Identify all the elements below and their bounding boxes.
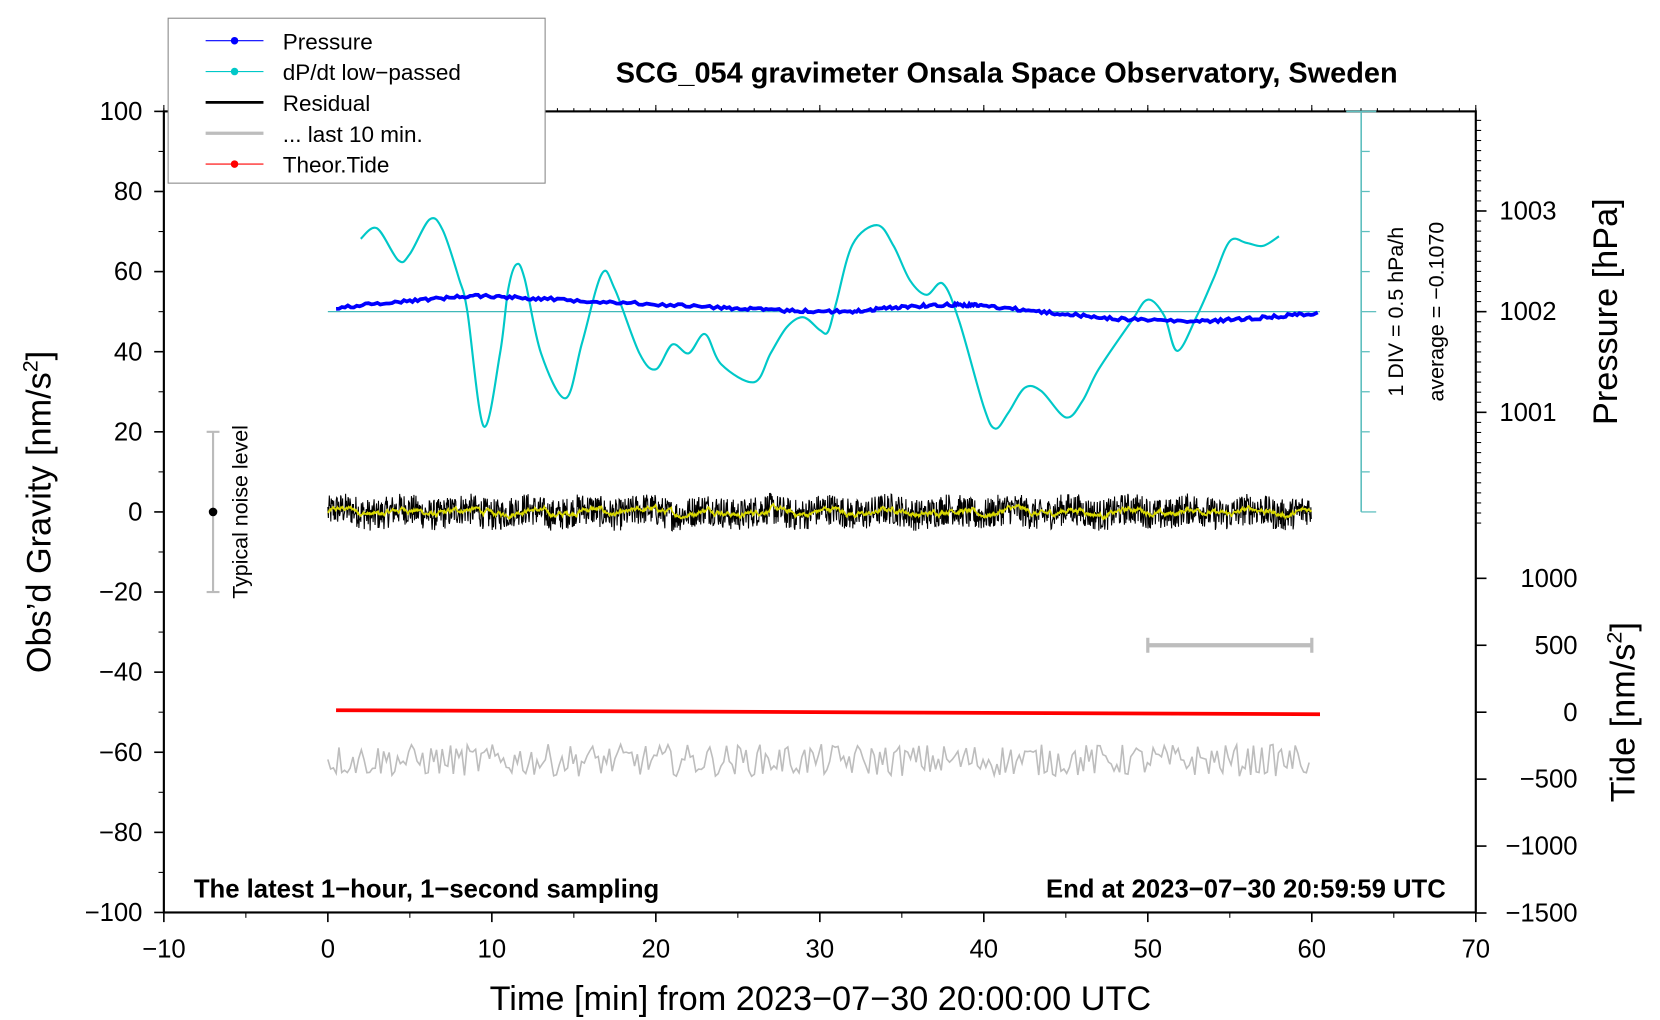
last10-series: [327, 741, 1310, 779]
legend: Pressure dP/dt low−passed Residual ... last…: [167, 17, 546, 184]
legend-label: Pressure: [283, 29, 373, 54]
div-scale-label: 1 DIV = 0.5 hPa/h: [1384, 227, 1408, 397]
legend-label: Residual: [283, 91, 371, 116]
legend-label: dP/dt low−passed: [283, 60, 461, 85]
y-tick-label: −60: [99, 739, 143, 767]
x-tick-label: 10: [478, 935, 507, 963]
legend-label: ... last 10 min.: [283, 122, 423, 147]
plot-area: −10 0 10 20 30 40 50 60 70100806040200−20−40−60−…: [85, 98, 1578, 963]
noise-level-label: Typical noise level: [228, 425, 252, 599]
chart-title: SCG_054 gravimeter Onsala Space Observat…: [616, 57, 1398, 89]
y-tick-label: 60: [114, 258, 143, 286]
tide-tick-label: 0: [1563, 699, 1577, 727]
y-tick-label: −20: [99, 579, 143, 607]
legend-label: Theor.Tide: [283, 153, 390, 178]
residual-smoothed-series: [327, 502, 1313, 521]
x-tick-label: 0: [321, 935, 335, 963]
pressure-tick-label: 1002: [1499, 298, 1556, 326]
tide-tick-label: 500: [1535, 632, 1578, 660]
tide-tick-label: −1500: [1505, 900, 1577, 928]
tide-tick-label: −1000: [1505, 833, 1577, 861]
x-tick-label: −10: [142, 935, 186, 963]
sampling-note: The latest 1−hour, 1−second sampling: [194, 875, 659, 903]
y-tick-label: −100: [85, 899, 143, 927]
y-tick-label: 80: [114, 178, 143, 206]
y-tick-label: −40: [99, 659, 143, 687]
legend-marker: [230, 36, 239, 45]
pressure-tick-label: 1001: [1499, 399, 1556, 427]
x-tick-label: 20: [642, 935, 671, 963]
legend-marker: [230, 160, 239, 168]
noise-level-dot: [208, 507, 218, 517]
tide-tick-label: 1000: [1520, 565, 1577, 593]
y-tick-label: 20: [114, 418, 143, 446]
residual-series: [327, 492, 1312, 532]
dpdt-series: [359, 217, 1280, 430]
x-tick-label: 40: [970, 935, 999, 963]
pressure-series: [336, 292, 1319, 325]
x-tick-label: 60: [1298, 935, 1327, 963]
average-label: average = −0.1070: [1425, 222, 1449, 402]
legend-marker: [230, 67, 239, 76]
x-tick-label: 30: [806, 935, 835, 963]
pressure-tick-label: 1003: [1499, 198, 1556, 226]
x-tick-label: 50: [1134, 935, 1163, 963]
end-time-note: End at 2023−07−30 20:59:59 UTC: [1046, 875, 1446, 903]
x-tick-label: 70: [1462, 935, 1491, 963]
tide-axis-label: Tide [nm/s2]: [1602, 622, 1642, 802]
tide-tick-label: −500: [1520, 766, 1578, 794]
y-tick-label: 0: [128, 498, 142, 526]
tide-series: [336, 708, 1321, 717]
y-tick-label: 100: [100, 98, 143, 126]
pressure-axis-label: Pressure [hPa]: [1587, 198, 1625, 425]
y-tick-label: −80: [99, 819, 143, 847]
y-axis-label: Obs’d Gravity [nm/s2]: [18, 351, 58, 673]
x-axis-label: Time [min] from 2023−07−30 20:00:00 UTC: [490, 980, 1152, 1018]
y-tick-label: 40: [114, 338, 143, 366]
